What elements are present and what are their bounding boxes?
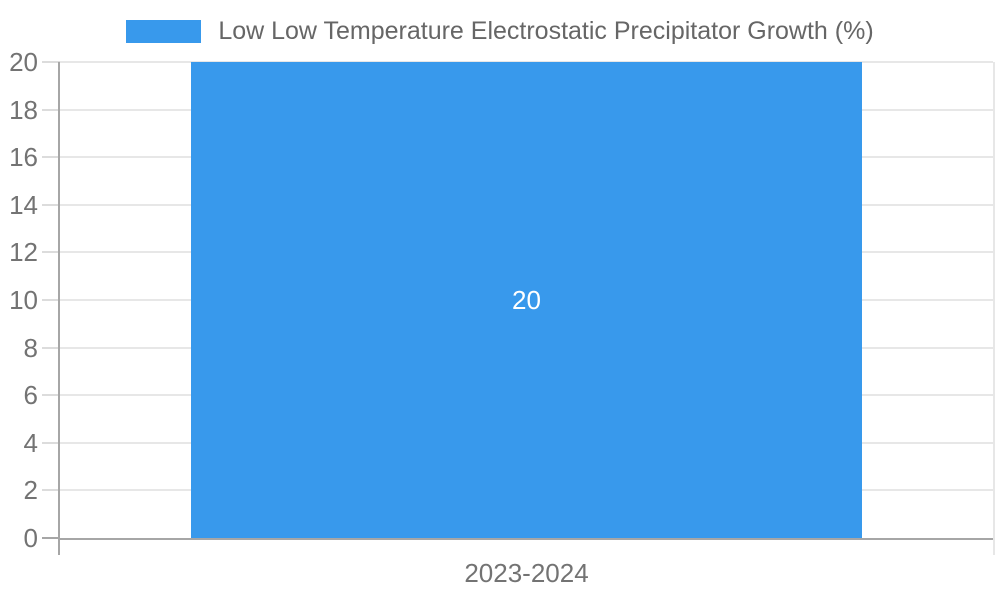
y-tick-label: 12: [9, 237, 38, 268]
legend-label: Low Low Temperature Electrostatic Precip…: [218, 17, 874, 45]
x-tick-label: 2023-2024: [464, 558, 589, 588]
y-tick-mark: [42, 441, 60, 444]
y-tick-mark: [42, 108, 60, 111]
y-axis-line: [58, 62, 60, 555]
y-tick-label: 10: [9, 285, 38, 315]
bar-value-label: 20: [512, 285, 541, 315]
y-tick-label: 2: [23, 475, 38, 506]
y-tick-label: 14: [9, 189, 38, 220]
y-tick-label: 0: [23, 523, 38, 553]
y-tick-label: 8: [23, 332, 38, 363]
y-tick-label: 20: [9, 47, 38, 77]
bar[interactable]: [190, 62, 863, 538]
chart-legend[interactable]: Low Low Temperature Electrostatic Precip…: [0, 17, 1000, 46]
y-tick-mark: [42, 346, 60, 349]
y-tick-mark: [42, 251, 60, 254]
legend-swatch-icon: [126, 20, 202, 44]
y-tick-mark: [42, 394, 60, 397]
y-tick-label: 6: [23, 380, 38, 411]
y-tick-mark: [42, 537, 60, 539]
y-tick-label: 16: [9, 142, 38, 173]
y-tick-label: 4: [23, 427, 38, 458]
y-tick-mark: [42, 203, 60, 206]
y-tick-mark: [42, 299, 60, 301]
y-tick-mark: [42, 156, 60, 159]
x-axis-line: [60, 538, 993, 540]
y-tick-mark: [42, 61, 60, 63]
plot-right-border: [993, 62, 995, 555]
y-tick-mark: [42, 489, 60, 492]
y-tick-label: 18: [9, 94, 38, 125]
